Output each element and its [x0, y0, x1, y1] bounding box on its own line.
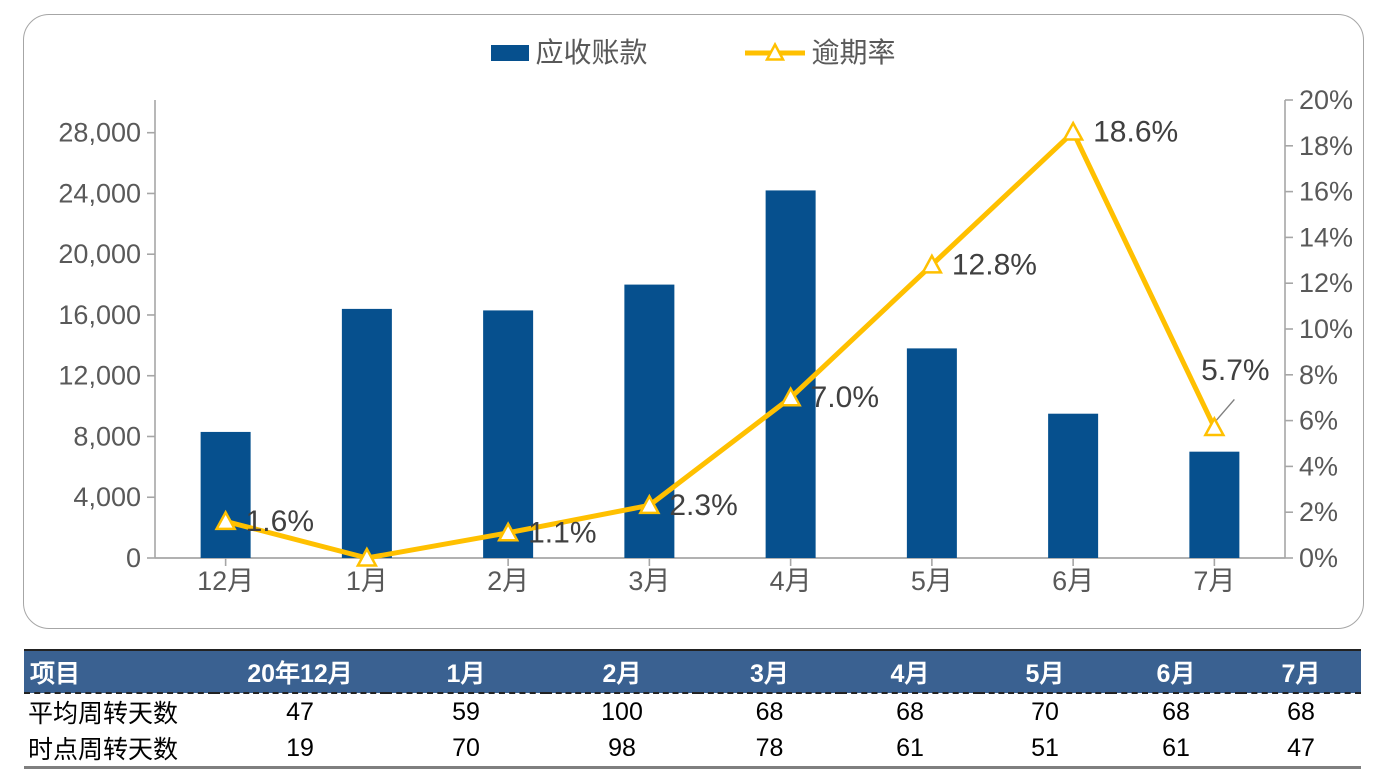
table-header-cell: 7月 — [1241, 650, 1361, 693]
right-axis-label: 6% — [1299, 406, 1338, 436]
chart-legend: 应收账款 逾期率 — [24, 39, 1363, 67]
value-cell: 68 — [1241, 693, 1361, 730]
value-cell: 100 — [546, 693, 698, 730]
value-cell: 68 — [698, 693, 841, 730]
table-header-cell: 6月 — [1111, 650, 1241, 693]
left-axis-label: 8,000 — [73, 421, 141, 451]
left-axis-label: 28,000 — [58, 118, 141, 148]
line-marker-12月 — [214, 509, 237, 531]
right-axis-label: 4% — [1299, 451, 1338, 481]
table-header-cell: 5月 — [979, 650, 1111, 693]
left-axis-label: 12,000 — [58, 361, 141, 391]
data-label-3月: 2.3% — [669, 489, 737, 522]
line-marker-7月 — [1203, 415, 1226, 437]
table-row: 时点周转天数 19 70 98 78 61 51 61 47 — [24, 730, 1361, 768]
x-axis-label: 5月 — [911, 566, 953, 596]
row-label-cell: 时点周转天数 — [24, 730, 214, 768]
value-cell: 70 — [979, 693, 1111, 730]
line-marker-3月 — [638, 493, 661, 515]
right-axis-label: 2% — [1299, 497, 1338, 527]
x-axis-label: 4月 — [770, 566, 812, 596]
bar-4月 — [765, 190, 816, 558]
bar-3月 — [624, 284, 675, 558]
value-cell: 61 — [841, 730, 979, 768]
legend-bar-swatch-icon — [491, 45, 530, 61]
table-header-cell: 2月 — [546, 650, 698, 693]
value-cell: 47 — [1241, 730, 1361, 768]
data-label-12月: 1.6% — [246, 505, 314, 538]
value-cell: 51 — [979, 730, 1111, 768]
x-axis-label: 1月 — [346, 566, 388, 596]
left-axis-label: 0 — [126, 543, 141, 573]
bar-7月 — [1189, 451, 1240, 558]
table-header-cell: 项目 — [24, 650, 214, 693]
value-cell: 68 — [1111, 693, 1241, 730]
legend-item-receivables: 应收账款 — [491, 37, 648, 68]
right-axis-label: 0% — [1299, 543, 1338, 573]
value-cell: 19 — [214, 730, 386, 768]
overdue-rate-line — [223, 129, 1217, 561]
x-axis-label: 7月 — [1193, 566, 1235, 596]
bar-2月 — [483, 310, 534, 558]
left-axis-label: 24,000 — [58, 178, 141, 208]
value-cell: 47 — [214, 693, 386, 730]
turnover-table: 项目 20年12月 1月 2月 3月 4月 5月 6月 7月 平均周转天数 47 59 100 68 68… — [24, 649, 1361, 769]
row-label-cell: 平均周转天数 — [24, 693, 214, 730]
legend-item-overdue-rate: 逾期率 — [744, 39, 896, 67]
data-label-5月: 12.8% — [952, 248, 1037, 281]
data-label-7月: 5.7% — [1201, 354, 1269, 387]
right-axis-label: 20% — [1299, 85, 1353, 115]
value-cell: 61 — [1111, 730, 1241, 768]
combo-chart-plot: 0 4,000 8,000 12,000 16,000 20,000 24,000 28,00… — [58, 85, 1353, 596]
line-marker-2月 — [497, 521, 520, 542]
right-axis-label: 16% — [1299, 177, 1353, 207]
line-marker-6月 — [1062, 120, 1085, 141]
left-axis-label: 20,000 — [58, 239, 141, 269]
data-label-6月: 18.6% — [1093, 116, 1178, 149]
line-marker-1月 — [355, 546, 378, 567]
right-axis-label: 14% — [1299, 222, 1353, 252]
table-header-cell: 3月 — [698, 650, 841, 693]
data-label-4月: 7.0% — [811, 381, 879, 414]
legend-label-receivables: 应收账款 — [535, 37, 648, 68]
bar-12月 — [200, 431, 251, 558]
line-marker-5月 — [920, 253, 943, 274]
value-cell: 78 — [698, 730, 841, 768]
bar-1月 — [341, 308, 392, 558]
right-axis-label: 12% — [1299, 268, 1353, 298]
left-axis-label: 16,000 — [58, 300, 141, 330]
table-row: 平均周转天数 47 59 100 68 68 70 68 68 — [24, 693, 1361, 730]
left-axis-label: 4,000 — [73, 482, 141, 512]
legend-line-swatch-icon — [744, 41, 805, 61]
table-header-cell: 1月 — [386, 650, 546, 693]
bar-5月 — [906, 348, 957, 558]
legend-label-overdue-rate: 逾期率 — [811, 37, 896, 68]
value-cell: 70 — [386, 730, 546, 768]
x-axis-label: 3月 — [628, 566, 670, 596]
table-header-row: 项目 20年12月 1月 2月 3月 4月 5月 6月 7月 — [24, 650, 1361, 693]
value-cell: 68 — [841, 693, 979, 730]
right-axis-label: 18% — [1299, 131, 1353, 161]
data-label-leader-line — [1214, 399, 1235, 422]
line-marker-4月 — [779, 386, 802, 407]
x-axis-label: 12月 — [197, 566, 254, 596]
right-axis-label: 10% — [1299, 314, 1353, 344]
bar-6月 — [1048, 413, 1099, 558]
value-cell: 59 — [386, 693, 546, 730]
x-axis-label: 2月 — [487, 566, 529, 596]
table-header-cell: 20年12月 — [214, 650, 386, 693]
right-axis-label: 8% — [1299, 360, 1338, 390]
table-header-cell: 4月 — [841, 650, 979, 693]
value-cell: 98 — [546, 730, 698, 768]
data-label-2月: 1.1% — [528, 516, 596, 549]
x-axis-label: 6月 — [1052, 566, 1094, 596]
